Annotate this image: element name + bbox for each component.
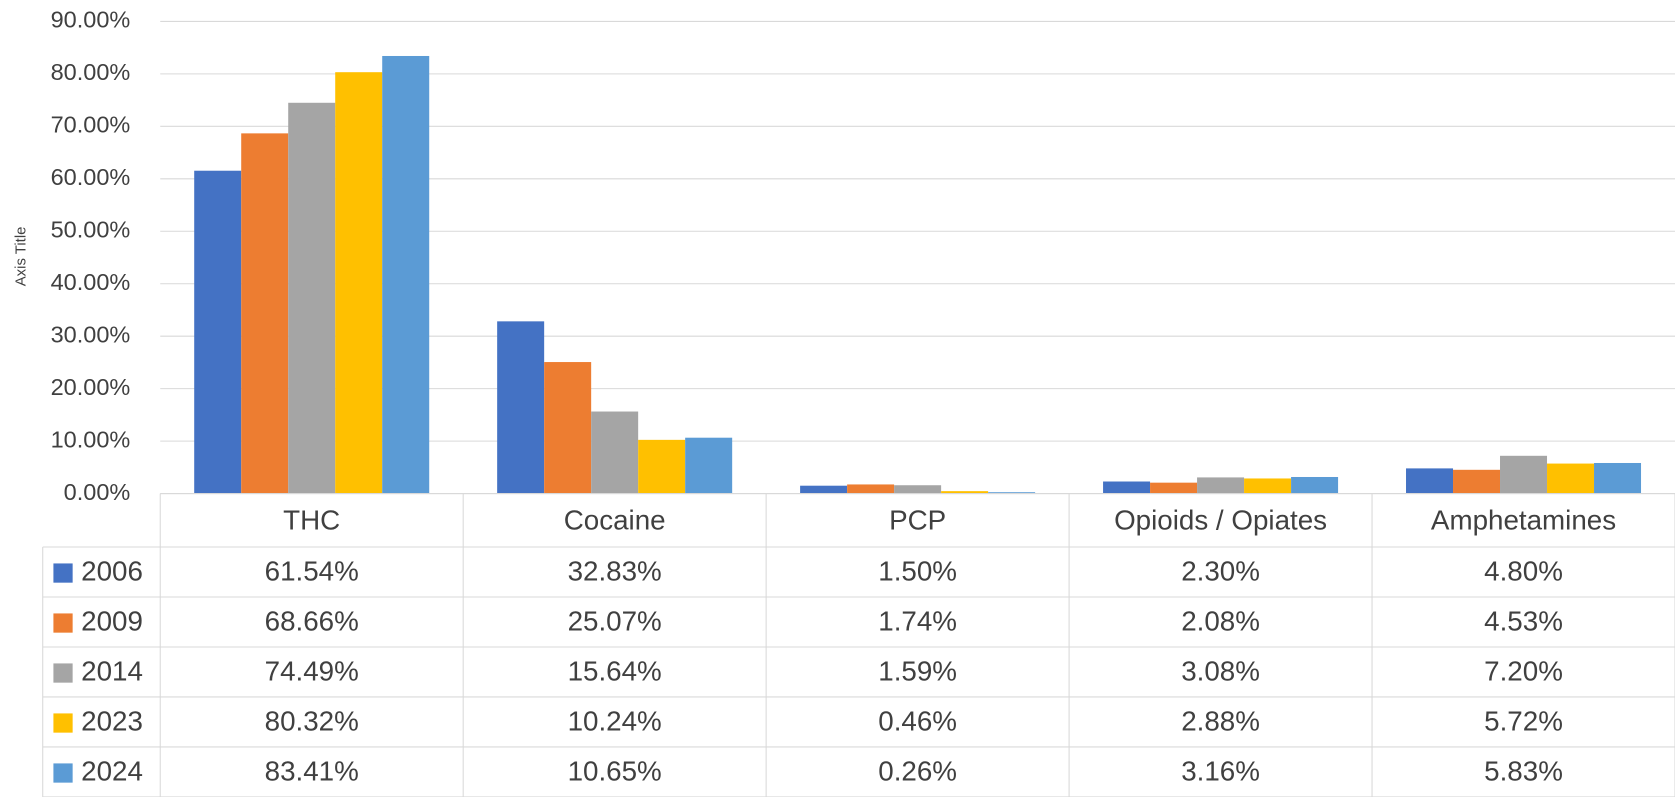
x-tick-label: THC	[283, 505, 340, 536]
y-tick-label: 0.00%	[64, 479, 131, 505]
bar	[288, 102, 336, 494]
x-tick-label: Opioids / Opiates	[1114, 505, 1327, 536]
y-axis-title: Axis Title	[12, 227, 29, 287]
table-value: 4.80%	[1484, 555, 1563, 586]
table-value: 0.26%	[878, 755, 957, 786]
bar	[894, 485, 942, 494]
table-value: 7.20%	[1484, 655, 1563, 686]
bar	[988, 492, 1036, 494]
table-value: 2.08%	[1181, 605, 1260, 636]
x-tick-label: PCP	[889, 505, 946, 536]
table-value: 15.64%	[568, 655, 662, 686]
y-tick-label: 20.00%	[51, 374, 131, 400]
table-value: 61.54%	[265, 555, 359, 586]
bar	[1244, 478, 1292, 494]
bar	[497, 321, 545, 494]
bar	[941, 491, 989, 494]
bar	[1103, 481, 1151, 494]
legend-swatch	[53, 613, 73, 633]
y-tick-label: 10.00%	[51, 426, 131, 452]
table-value: 32.83%	[568, 555, 662, 586]
table-value: 0.46%	[878, 705, 957, 736]
table-value: 68.66%	[265, 605, 359, 636]
table-value: 3.16%	[1181, 755, 1260, 786]
y-tick-label: 50.00%	[51, 216, 131, 242]
table-value: 10.65%	[568, 755, 662, 786]
legend-label: 2014	[81, 655, 143, 686]
legend-label: 2024	[81, 755, 143, 786]
table-value: 1.50%	[878, 555, 957, 586]
bar	[194, 170, 242, 494]
table-value: 2.30%	[1181, 555, 1260, 586]
legend-label: 2023	[81, 705, 143, 736]
table-value: 1.74%	[878, 605, 957, 636]
table-value: 3.08%	[1181, 655, 1260, 686]
table-value: 4.53%	[1484, 605, 1563, 636]
table-value: 74.49%	[265, 655, 359, 686]
legend-label: 2009	[81, 605, 143, 636]
table-value: 5.83%	[1484, 755, 1563, 786]
bar	[1453, 469, 1501, 494]
legend-swatch	[53, 763, 73, 783]
bar	[335, 72, 383, 494]
bar	[1291, 476, 1339, 494]
y-tick-label: 40.00%	[51, 269, 131, 295]
bar	[638, 439, 686, 494]
bar	[544, 362, 592, 494]
bar	[800, 485, 848, 494]
table-value: 83.41%	[265, 755, 359, 786]
bar	[1150, 482, 1198, 494]
bar	[685, 437, 733, 494]
legend-label: 2006	[81, 555, 143, 586]
table-value: 1.59%	[878, 655, 957, 686]
table-value: 80.32%	[265, 705, 359, 736]
bar	[591, 411, 639, 494]
bar	[1197, 477, 1245, 494]
bar	[1406, 468, 1454, 494]
legend-swatch	[53, 563, 73, 583]
table-value: 25.07%	[568, 605, 662, 636]
legend-swatch	[53, 713, 73, 733]
bar	[382, 55, 430, 494]
bar	[847, 484, 895, 494]
x-tick-label: Amphetamines	[1431, 505, 1616, 536]
bar	[1594, 462, 1642, 494]
bar	[241, 133, 289, 494]
bar	[1547, 463, 1595, 494]
table-value: 2.88%	[1181, 705, 1260, 736]
table-value: 5.72%	[1484, 705, 1563, 736]
x-tick-label: Cocaine	[564, 505, 666, 536]
y-tick-label: 30.00%	[51, 321, 131, 347]
y-tick-label: 60.00%	[51, 164, 131, 190]
y-tick-label: 70.00%	[51, 112, 131, 138]
legend-swatch	[53, 663, 73, 683]
table-value: 10.24%	[568, 705, 662, 736]
y-tick-label: 90.00%	[51, 7, 131, 33]
y-tick-label: 80.00%	[51, 59, 131, 85]
bar	[1500, 455, 1548, 494]
